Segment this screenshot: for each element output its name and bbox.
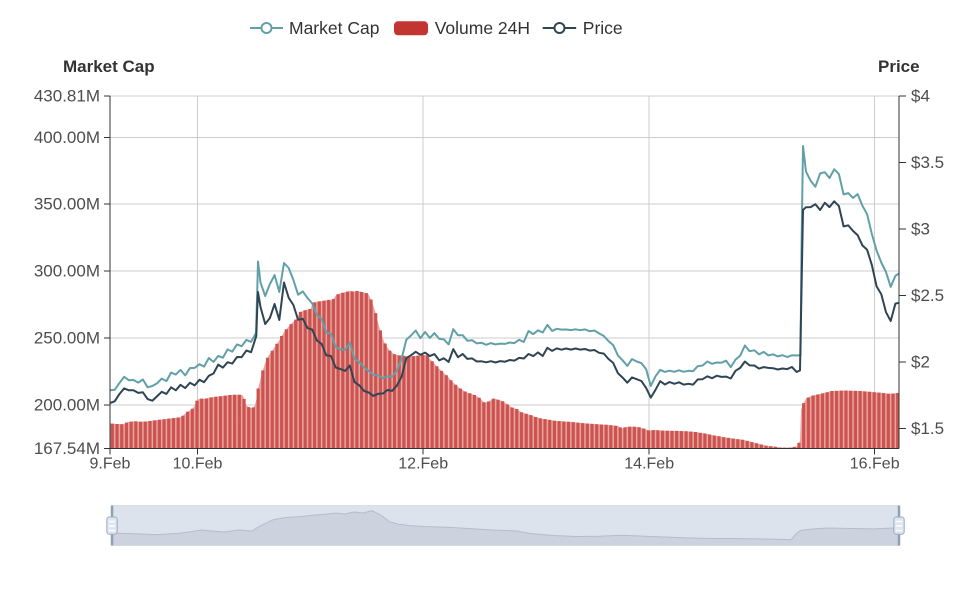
svg-text:300.00M: 300.00M (34, 262, 100, 281)
svg-text:$1.5: $1.5 (911, 419, 944, 438)
svg-text:350.00M: 350.00M (34, 195, 100, 214)
svg-text:$3: $3 (911, 220, 930, 239)
svg-text:$4: $4 (911, 87, 930, 106)
svg-text:16.Feb: 16.Feb (850, 456, 900, 473)
svg-text:$2.5: $2.5 (911, 286, 944, 305)
svg-text:167.54M: 167.54M (34, 439, 100, 458)
svg-text:Price: Price (878, 57, 920, 76)
svg-text:430.81M: 430.81M (34, 87, 100, 106)
svg-text:$3.5: $3.5 (911, 153, 944, 172)
svg-text:$2: $2 (911, 353, 930, 372)
svg-text:10.Feb: 10.Feb (173, 456, 223, 473)
svg-text:Price: Price (583, 18, 623, 38)
svg-text:Market Cap: Market Cap (289, 18, 379, 38)
svg-text:200.00M: 200.00M (34, 396, 100, 415)
svg-text:400.00M: 400.00M (34, 128, 100, 147)
svg-text:Market Cap: Market Cap (63, 57, 155, 76)
svg-text:250.00M: 250.00M (34, 329, 100, 348)
svg-text:14.Feb: 14.Feb (624, 456, 674, 473)
svg-text:Volume 24H: Volume 24H (435, 18, 530, 38)
svg-text:12.Feb: 12.Feb (398, 456, 448, 473)
svg-text:9.Feb: 9.Feb (90, 456, 131, 473)
